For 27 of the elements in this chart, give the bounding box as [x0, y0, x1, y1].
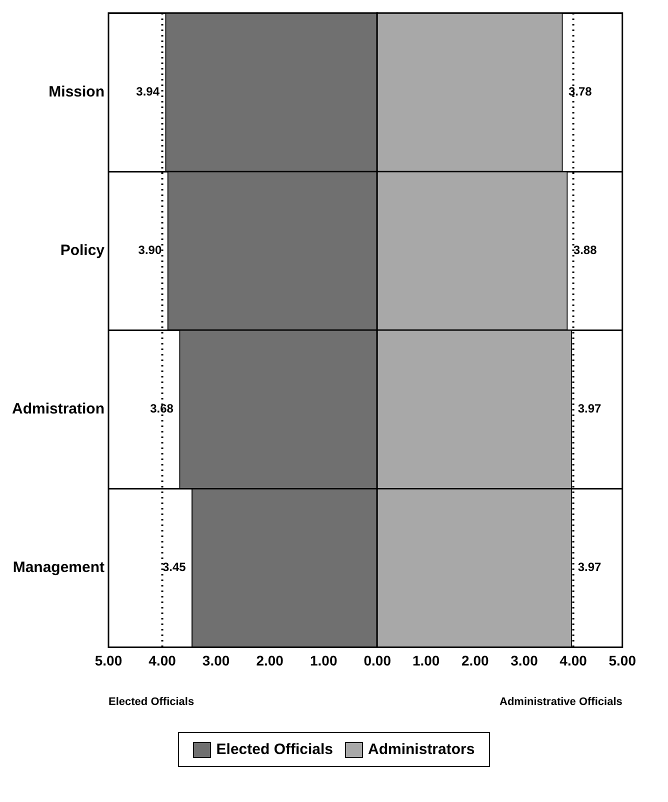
- x-tick-label: 1.00: [412, 652, 440, 668]
- x-tick-label: 3.00: [202, 652, 230, 668]
- data-label: 3.97: [578, 402, 602, 416]
- y-tick-label: Mission: [48, 83, 105, 100]
- x-tick-label: 2.00: [256, 652, 284, 668]
- data-label: 3.94: [136, 84, 160, 99]
- text: Administrators: [368, 741, 475, 758]
- y-tick-label: Admistration: [12, 400, 105, 418]
- x-tick-label: 4.00: [148, 652, 176, 668]
- x-tick-label: 5.00: [609, 652, 637, 668]
- data-label: 3.68: [150, 402, 174, 416]
- x-tick-label: 0.00: [364, 652, 392, 668]
- data-label: 3.45: [162, 560, 186, 574]
- text: Administrative Officials: [500, 696, 623, 708]
- x-tick-label: 1.00: [310, 652, 338, 668]
- data-label: 3.97: [578, 560, 602, 574]
- x-tick-label: 4.00: [560, 652, 588, 668]
- y-tick-label: Policy: [60, 242, 106, 259]
- x-tick-label: 2.00: [462, 652, 490, 668]
- text: Elected Officials: [108, 696, 194, 708]
- x-tick-label: 3.00: [510, 652, 538, 668]
- data-label: 3.88: [574, 243, 598, 258]
- data-label: 3.78: [568, 84, 593, 99]
- x-tick-label: 5.00: [94, 652, 122, 668]
- text: Elected Officials: [216, 741, 334, 758]
- data-label: 3.90: [138, 243, 162, 258]
- y-tick-label: Management: [12, 559, 105, 576]
